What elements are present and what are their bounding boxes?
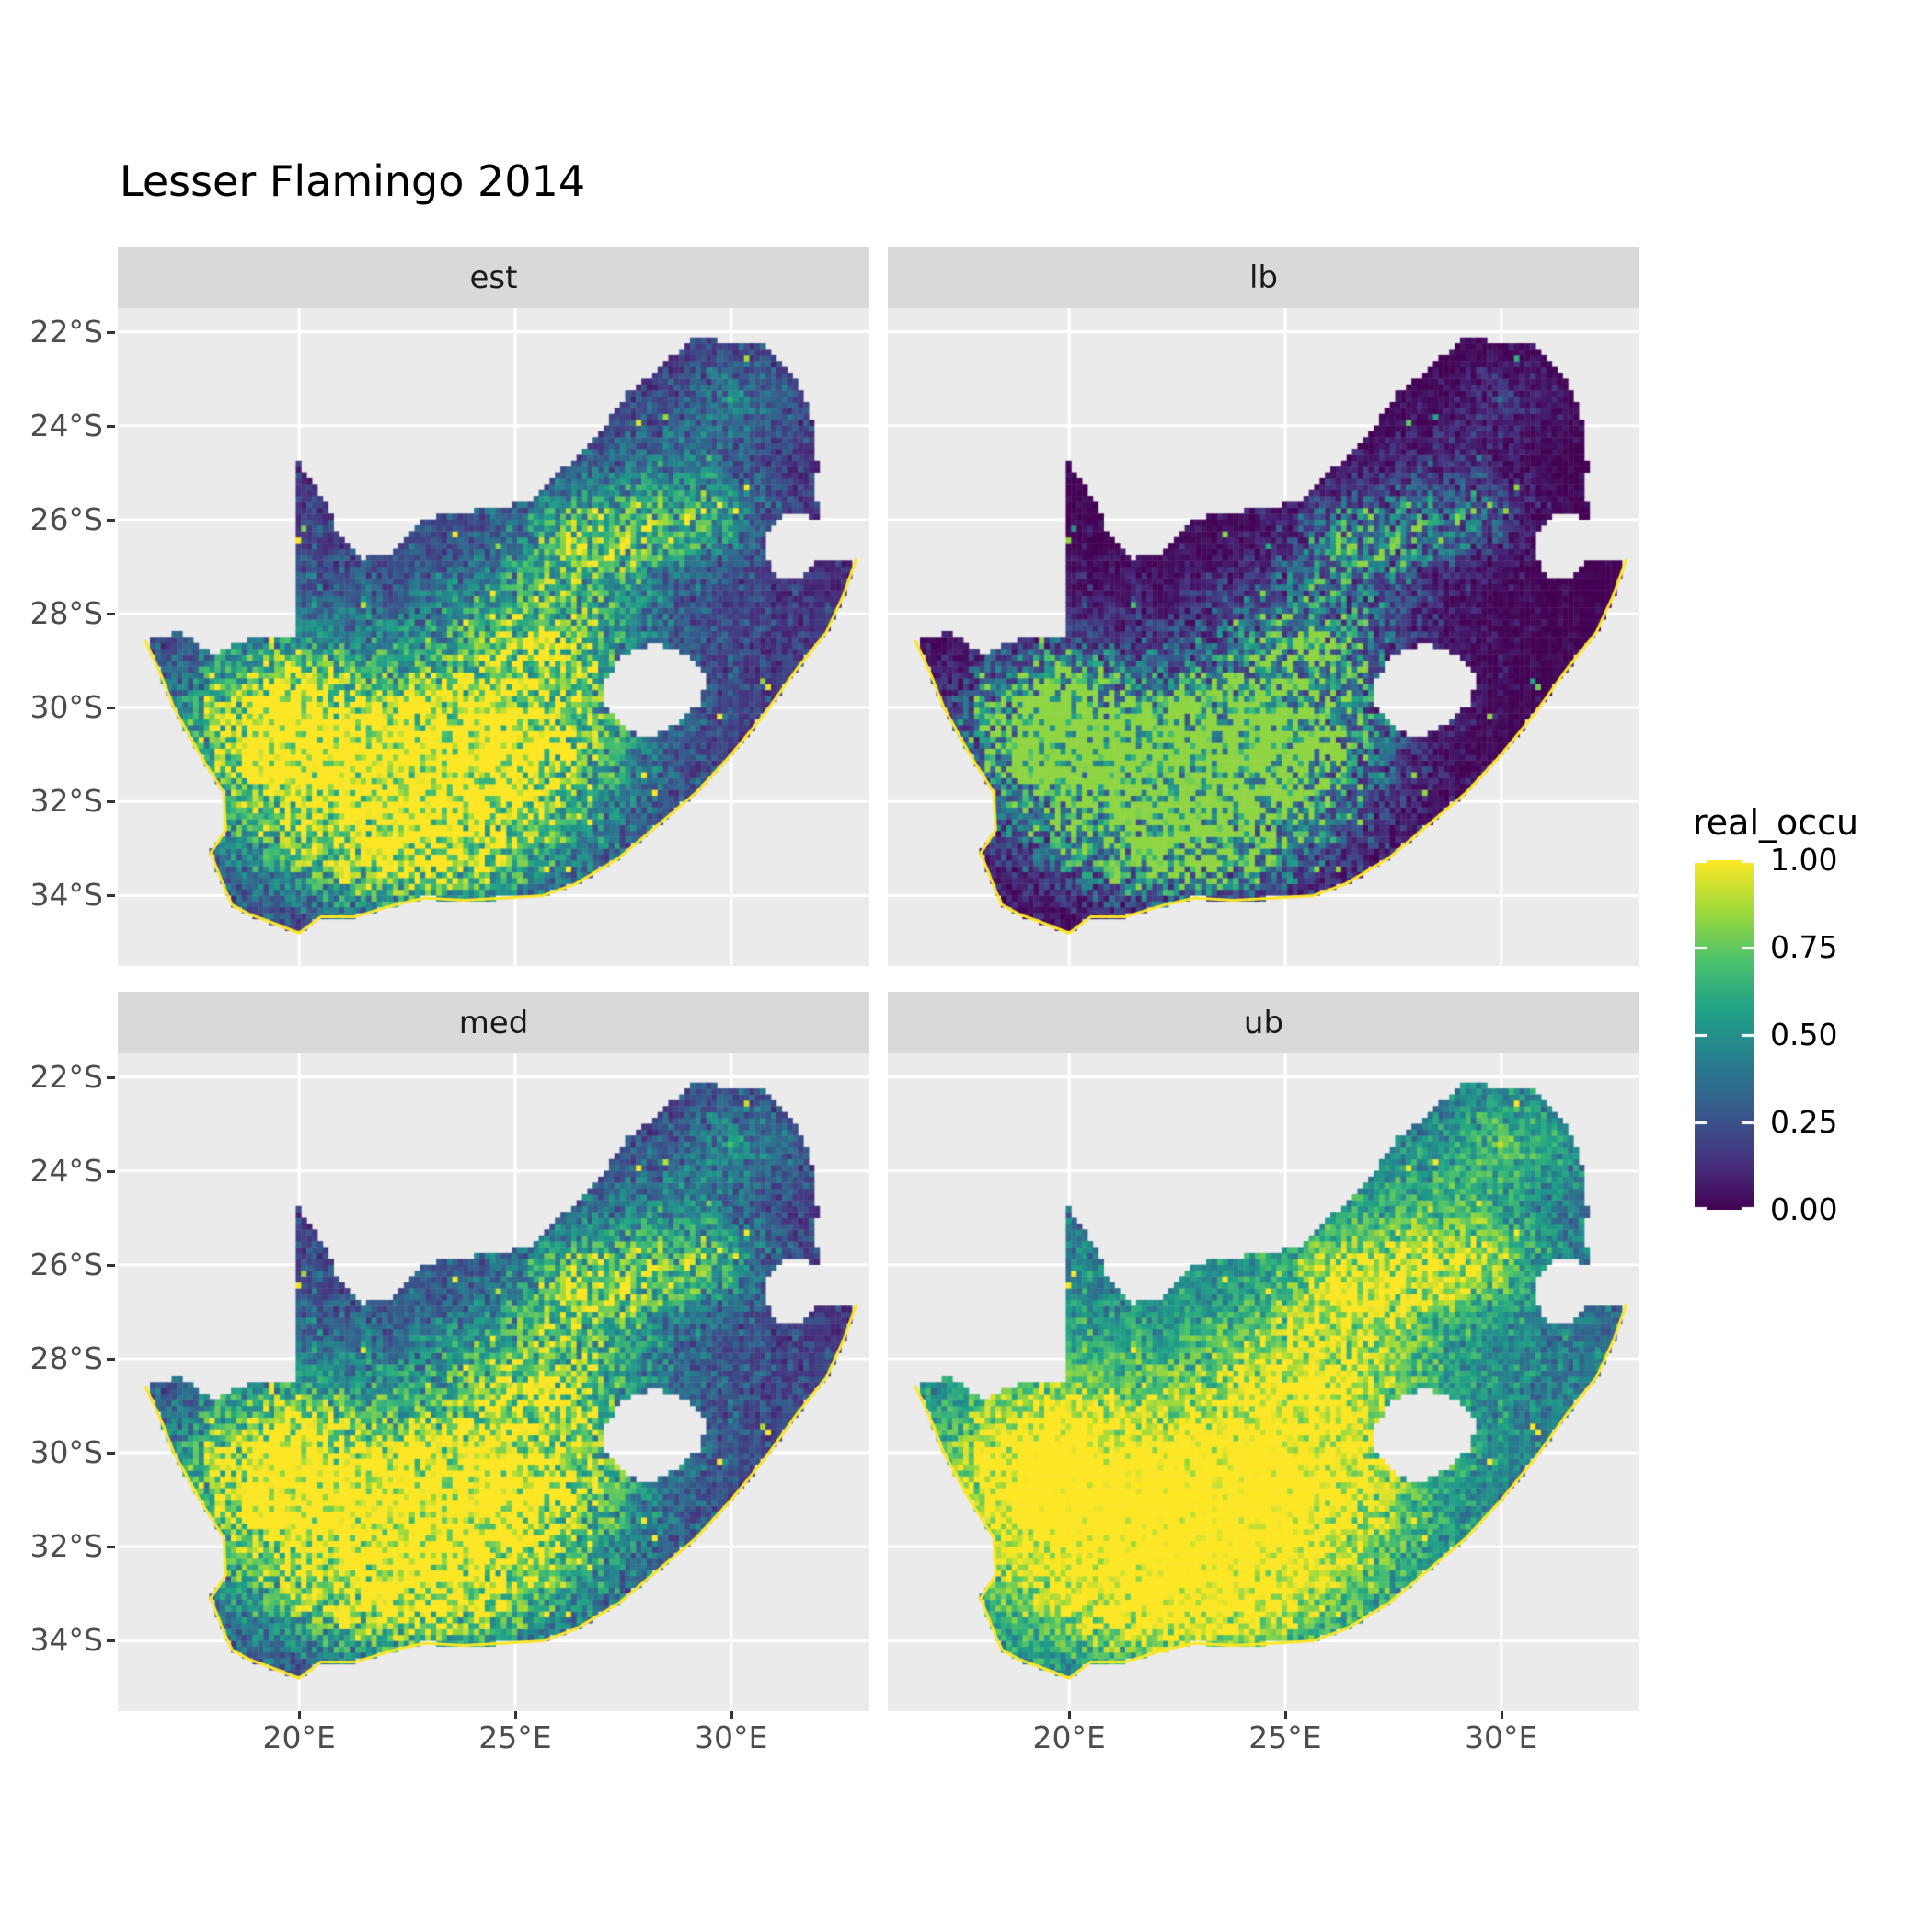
legend-tick-label: 0.25 bbox=[1770, 1104, 1838, 1140]
map-canvas-ub bbox=[888, 1053, 1639, 1711]
y-tick-label: 30°S bbox=[29, 689, 103, 726]
facet-strip-label-med: med bbox=[458, 1004, 529, 1041]
facet-panel-ub bbox=[888, 1053, 1639, 1711]
y-tick-mark bbox=[107, 1546, 115, 1549]
x-tick-label: 25°E bbox=[478, 1719, 552, 1755]
y-tick-mark bbox=[107, 518, 115, 522]
y-tick-label: 26°S bbox=[29, 500, 103, 537]
legend-title: real_occu bbox=[1693, 802, 1859, 843]
y-tick-label: 32°S bbox=[29, 783, 103, 820]
y-tick-label: 34°S bbox=[29, 1622, 103, 1659]
facet-strip-est: est bbox=[118, 247, 869, 308]
facet-strip-med: med bbox=[118, 992, 869, 1053]
y-tick-mark bbox=[107, 1075, 115, 1079]
map-canvas-med bbox=[118, 1053, 869, 1711]
y-tick-mark bbox=[107, 1263, 115, 1267]
legend-tick-label: 0.00 bbox=[1770, 1191, 1838, 1227]
x-tick-label: 25°E bbox=[1248, 1719, 1322, 1755]
x-tick-label: 20°E bbox=[1032, 1719, 1106, 1755]
y-tick-mark bbox=[107, 894, 115, 898]
facet-panel-est bbox=[118, 308, 869, 966]
x-tick-mark bbox=[513, 1711, 517, 1719]
x-tick-label: 30°E bbox=[695, 1719, 768, 1755]
legend-colorbar bbox=[1695, 860, 1754, 1210]
y-tick-label: 24°S bbox=[29, 1152, 103, 1189]
legend-tick-label: 0.50 bbox=[1770, 1017, 1838, 1052]
y-tick-mark bbox=[107, 1639, 115, 1643]
y-tick-label: 28°S bbox=[29, 1340, 103, 1376]
facet-strip-label-est: est bbox=[469, 259, 518, 296]
facet-panel-med bbox=[118, 1053, 869, 1711]
y-tick-mark bbox=[107, 1169, 115, 1173]
map-canvas-est bbox=[118, 308, 869, 966]
facet-strip-lb: lb bbox=[888, 247, 1639, 308]
y-tick-label: 28°S bbox=[29, 594, 103, 631]
map-canvas-lb bbox=[888, 308, 1639, 966]
legend-tick-label: 0.75 bbox=[1770, 929, 1838, 965]
facet-strip-label-ub: ub bbox=[1243, 1004, 1284, 1041]
y-tick-label: 34°S bbox=[29, 877, 103, 914]
x-tick-label: 20°E bbox=[262, 1719, 336, 1755]
y-tick-label: 22°S bbox=[29, 1058, 103, 1095]
x-tick-mark bbox=[1500, 1711, 1503, 1719]
y-tick-mark bbox=[107, 1357, 115, 1361]
facet-strip-label-lb: lb bbox=[1248, 259, 1279, 296]
x-tick-mark bbox=[1068, 1711, 1072, 1719]
x-tick-mark bbox=[730, 1711, 733, 1719]
legend-tick-label: 1.00 bbox=[1770, 842, 1838, 878]
facet-strip-ub: ub bbox=[888, 992, 1639, 1053]
y-tick-label: 22°S bbox=[29, 313, 103, 350]
x-tick-mark bbox=[298, 1711, 302, 1719]
plot-title: Lesser Flamingo 2014 bbox=[120, 156, 586, 206]
y-tick-label: 24°S bbox=[29, 407, 103, 443]
y-tick-mark bbox=[107, 612, 115, 615]
y-tick-label: 26°S bbox=[29, 1246, 103, 1282]
y-tick-mark bbox=[107, 330, 115, 334]
y-tick-mark bbox=[107, 424, 115, 428]
facet-panel-lb bbox=[888, 308, 1639, 966]
y-tick-label: 30°S bbox=[29, 1434, 103, 1471]
y-tick-mark bbox=[107, 1452, 115, 1455]
y-tick-mark bbox=[107, 800, 115, 804]
y-tick-mark bbox=[107, 707, 115, 710]
y-tick-label: 32°S bbox=[29, 1528, 103, 1565]
x-tick-label: 30°E bbox=[1465, 1719, 1538, 1755]
x-tick-mark bbox=[1283, 1711, 1287, 1719]
